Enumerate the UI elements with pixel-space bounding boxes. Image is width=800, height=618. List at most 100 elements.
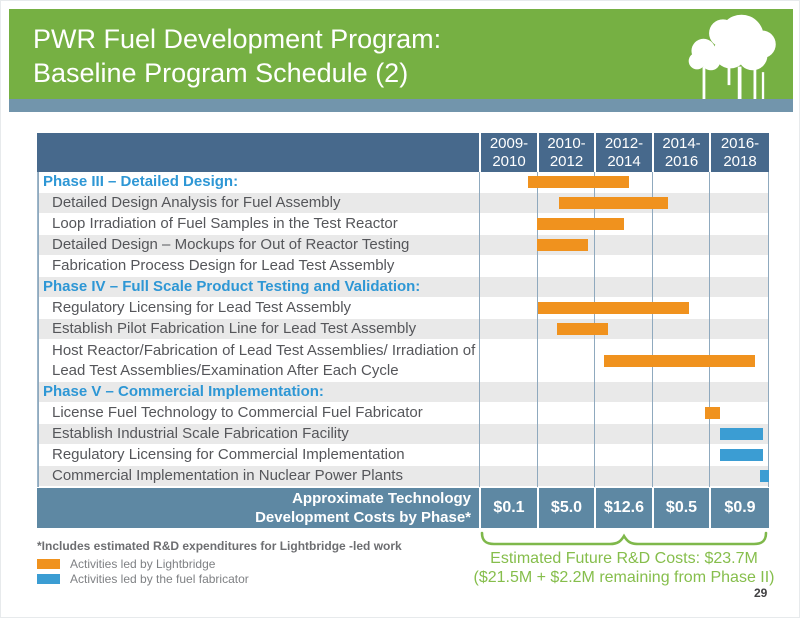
bar-area <box>479 319 769 339</box>
row-label: License Fuel Technology to Commercial Fu… <box>52 404 423 421</box>
row-label: Phase IV – Full Scale Product Testing an… <box>43 278 421 295</box>
row-label: Regulatory Licensing for Commercial Impl… <box>52 446 405 463</box>
gantt-bar <box>537 302 689 314</box>
schedule-table-header: 2009- 2010 2010- 2012 2012- 2014 2014- 2016 2016… <box>37 133 769 172</box>
cost-row-label-line1: Approximate Technology <box>292 490 471 507</box>
bar-area <box>479 382 769 402</box>
bar-area <box>479 172 769 192</box>
cost-value: $0.1 <box>479 488 537 528</box>
slide-title-line1: PWR Fuel Development Program: <box>33 24 442 54</box>
row-label: Phase V – Commercial Implementation: <box>43 383 324 400</box>
row-label: Establish Pilot Fabrication Line for Lea… <box>52 320 417 337</box>
gantt-bar <box>528 176 629 188</box>
bar-area <box>479 214 769 234</box>
gantt-bar <box>537 218 624 230</box>
cost-row-label-line2: Development Costs by Phase* <box>255 509 471 526</box>
gantt-bar <box>537 239 589 251</box>
cost-row: Approximate Technology Development Costs… <box>37 487 769 528</box>
activity-row: Host Reactor/Fabrication of Lead Test As… <box>38 340 768 382</box>
bar-area <box>479 466 769 486</box>
row-label: Host Reactor/Fabrication of Lead Test As… <box>52 342 476 379</box>
gantt-bar <box>719 428 763 440</box>
fabricator-swatch-icon <box>37 574 60 584</box>
schedule-table: 2009- 2010 2010- 2012 2012- 2014 2014- 2016 2016… <box>37 133 769 528</box>
column-header-line2: 2012 <box>549 152 584 170</box>
footnote: *Includes estimated R&D expenditures for… <box>37 539 402 553</box>
gantt-bar <box>603 355 756 367</box>
column-header-line1: 2014- <box>662 134 701 152</box>
row-label: Phase III – Detailed Design: <box>43 173 239 190</box>
activity-row: Regulatory Licensing for Commercial Impl… <box>38 445 768 466</box>
activity-row: Loop Irradiation of Fuel Samples in the … <box>38 214 768 235</box>
legend: Activities led by Lightbridge Activities … <box>37 557 249 587</box>
cost-value: $0.5 <box>652 488 709 528</box>
legend-label: Activities led by the fuel fabricator <box>70 572 249 586</box>
bar-area <box>479 277 769 297</box>
row-label: Detailed Design – Mockups for Out of Rea… <box>52 236 410 253</box>
phase-row: Phase III – Detailed Design: <box>38 172 768 193</box>
activity-row: Commercial Implementation in Nuclear Pow… <box>38 466 769 487</box>
bar-area <box>479 424 769 444</box>
gantt-bar <box>559 197 669 209</box>
cost-value: $12.6 <box>594 488 652 528</box>
column-header: 2016- 2018 <box>709 133 769 172</box>
activity-row: Detailed Design – Mockups for Out of Rea… <box>38 235 768 256</box>
column-header: 2009- 2010 <box>479 133 537 172</box>
gantt-bar <box>719 449 763 461</box>
column-header-line1: 2016- <box>720 134 760 152</box>
bar-area <box>479 193 769 213</box>
cost-row-label: Approximate Technology Development Costs… <box>37 488 479 528</box>
future-costs-line1: Estimated Future R&D Costs: $23.7M <box>490 550 758 567</box>
accent-strip <box>9 99 793 112</box>
legend-item: Activities led by the fuel fabricator <box>37 572 249 586</box>
phase-row: Phase IV – Full Scale Product Testing an… <box>38 277 768 298</box>
title-bar: PWR Fuel Development Program: Baseline P… <box>9 9 793 99</box>
row-label: Regulatory Licensing for Lead Test Assem… <box>52 299 352 316</box>
activity-row: Fabrication Process Design for Lead Test… <box>38 256 768 277</box>
column-header-line1: 2012- <box>604 134 644 152</box>
gantt-bar <box>557 323 609 335</box>
column-header: 2014- 2016 <box>652 133 709 172</box>
lightbridge-swatch-icon <box>37 559 60 569</box>
bar-area <box>479 403 769 423</box>
column-header-line2: 2010 <box>492 152 526 170</box>
activity-row: Establish Pilot Fabrication Line for Lea… <box>38 319 768 340</box>
column-header: 2010- 2012 <box>537 133 594 172</box>
activity-row: Regulatory Licensing for Lead Test Assem… <box>38 298 768 319</box>
bar-area <box>479 256 769 276</box>
column-header-line2: 2014 <box>607 152 641 170</box>
brace-icon <box>480 531 768 546</box>
phase-row: Phase V – Commercial Implementation: <box>38 382 768 403</box>
gantt-bar <box>704 407 720 419</box>
legend-item: Activities led by Lightbridge <box>37 557 249 571</box>
trees-logo-icon <box>688 14 776 99</box>
column-header-line2: 2016 <box>664 152 699 170</box>
bar-area <box>479 445 769 465</box>
future-costs-note: Estimated Future R&D Costs: $23.7M ($21.… <box>456 549 792 587</box>
column-header-line1: 2010- <box>547 134 586 152</box>
schedule-table-body: Phase III – Detailed Design: Detailed Des… <box>37 172 769 487</box>
row-label: Loop Irradiation of Fuel Samples in the … <box>52 215 398 232</box>
row-label: Establish Industrial Scale Fabrication F… <box>52 425 349 442</box>
schedule-table-corner <box>37 133 479 172</box>
cost-value: $0.9 <box>709 488 769 528</box>
column-header: 2012- 2014 <box>594 133 652 172</box>
activity-row: Detailed Design Analysis for Fuel Assemb… <box>38 193 768 214</box>
cost-value: $5.0 <box>537 488 594 528</box>
legend-label: Activities led by Lightbridge <box>70 557 216 571</box>
bar-area <box>479 340 769 381</box>
activity-row: License Fuel Technology to Commercial Fu… <box>38 403 768 424</box>
bar-area <box>479 298 769 318</box>
row-label: Commercial Implementation in Nuclear Pow… <box>52 467 403 484</box>
page-number: 29 <box>754 586 768 600</box>
column-header-line1: 2009- <box>489 134 529 152</box>
row-label: Fabrication Process Design for Lead Test… <box>52 257 395 274</box>
slide-title: PWR Fuel Development Program: Baseline P… <box>33 22 441 90</box>
bar-area <box>479 235 769 255</box>
row-label: Detailed Design Analysis for Fuel Assemb… <box>52 194 341 211</box>
activity-row: Establish Industrial Scale Fabrication F… <box>38 424 768 445</box>
gantt-bar <box>760 470 769 482</box>
future-costs-line2: ($21.5M + $2.2M remaining from Phase II) <box>473 569 775 586</box>
column-header-line2: 2018 <box>723 152 757 170</box>
